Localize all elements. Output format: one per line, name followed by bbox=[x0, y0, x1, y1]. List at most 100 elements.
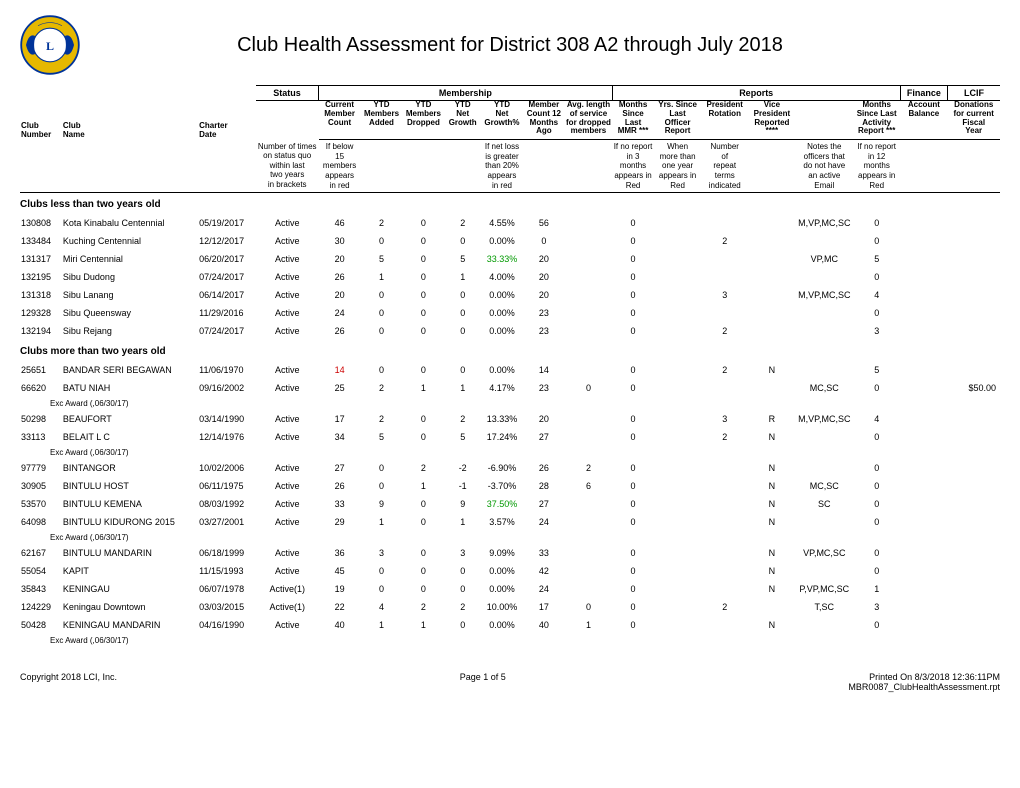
hdr-yrs-officer: Yrs. SinceLastOfficerReport bbox=[654, 101, 701, 137]
cell-avg-service bbox=[565, 580, 612, 598]
cell-ytd-added: 2 bbox=[361, 214, 403, 232]
cell-member-count: 30 bbox=[319, 232, 361, 250]
cell-member-12: 23 bbox=[523, 379, 565, 397]
cell-member-count: 29 bbox=[319, 513, 361, 531]
table-row: 50298BEAUFORT03/14/1990Active1720213.33%… bbox=[20, 410, 1000, 428]
cell-ytd-dropped: 1 bbox=[402, 616, 444, 634]
hdr-vp-reported: VicePresidentReported**** bbox=[748, 101, 795, 137]
cell-vp: R bbox=[748, 410, 795, 428]
cell-yrs-officer bbox=[654, 410, 701, 428]
cell-avg-service: 1 bbox=[565, 616, 612, 634]
cell-donations bbox=[947, 513, 1000, 531]
cell-yrs-officer bbox=[654, 598, 701, 616]
cell-ytd-dropped: 0 bbox=[402, 562, 444, 580]
cell-club-name: Sibu Rejang bbox=[62, 322, 198, 340]
cell-ytd-net-pct: 3.57% bbox=[481, 513, 523, 531]
cell-ytd-dropped: 0 bbox=[402, 495, 444, 513]
cell-ytd-added: 5 bbox=[361, 428, 403, 446]
cell-club-name: BELAIT L C bbox=[62, 428, 198, 446]
table-row: 124229Keningau Downtown03/03/2015Active(… bbox=[20, 598, 1000, 616]
cell-member-12: 27 bbox=[523, 495, 565, 513]
cell-ytd-dropped: 1 bbox=[402, 477, 444, 495]
cell-member-count: 19 bbox=[319, 580, 361, 598]
cell-rotation bbox=[701, 379, 748, 397]
cell-yrs-officer bbox=[654, 513, 701, 531]
cell-yrs-officer bbox=[654, 616, 701, 634]
cell-club-number: 50298 bbox=[20, 410, 62, 428]
cell-vp: N bbox=[748, 477, 795, 495]
cell-charter-date: 06/18/1999 bbox=[198, 544, 256, 562]
cell-member-count: 20 bbox=[319, 286, 361, 304]
cell-notes: VP,MC,SC bbox=[795, 544, 853, 562]
cell-donations bbox=[947, 428, 1000, 446]
cell-notes: MC,SC bbox=[795, 477, 853, 495]
hdr-ytd-net-pct: YTDNetGrowth% bbox=[481, 101, 523, 137]
cell-club-name: BEAUFORT bbox=[62, 410, 198, 428]
cell-club-name: BINTULU KIDURONG 2015 bbox=[62, 513, 198, 531]
cell-status: Active bbox=[256, 410, 319, 428]
cell-club-number: 66620 bbox=[20, 379, 62, 397]
cell-notes bbox=[795, 513, 853, 531]
cell-activity: 0 bbox=[853, 379, 900, 397]
group-membership: Membership bbox=[319, 86, 612, 101]
assessment-table: Status Membership Reports Finance LCIF C… bbox=[20, 85, 1000, 647]
cell-member-12: 20 bbox=[523, 250, 565, 268]
cell-member-count: 26 bbox=[319, 268, 361, 286]
cell-rotation: 2 bbox=[701, 598, 748, 616]
cell-ytd-net-pct: 0.00% bbox=[481, 361, 523, 379]
cell-avg-service bbox=[565, 410, 612, 428]
cell-club-name: Keningau Downtown bbox=[62, 598, 198, 616]
cell-avg-service bbox=[565, 322, 612, 340]
cell-member-count: 45 bbox=[319, 562, 361, 580]
cell-charter-date: 06/14/2017 bbox=[198, 286, 256, 304]
cell-vp bbox=[748, 304, 795, 322]
cell-activity: 0 bbox=[853, 459, 900, 477]
group-header-row: Status Membership Reports Finance LCIF bbox=[20, 86, 1000, 101]
hdr-member-12: MemberCount 12MonthsAgo bbox=[523, 101, 565, 137]
cell-rotation bbox=[701, 459, 748, 477]
cell-rotation: 2 bbox=[701, 322, 748, 340]
cell-club-name: BATU NIAH bbox=[62, 379, 198, 397]
cell-club-name: BANDAR SERI BEGAWAN bbox=[62, 361, 198, 379]
cell-vp bbox=[748, 379, 795, 397]
cell-notes bbox=[795, 428, 853, 446]
cell-vp: N bbox=[748, 459, 795, 477]
cell-status: Active bbox=[256, 268, 319, 286]
cell-status: Active(1) bbox=[256, 580, 319, 598]
cell-rotation: 2 bbox=[701, 361, 748, 379]
cell-member-count: 33 bbox=[319, 495, 361, 513]
cell-rotation: 3 bbox=[701, 286, 748, 304]
cell-donations bbox=[947, 562, 1000, 580]
cell-vp bbox=[748, 286, 795, 304]
cell-club-number: 132195 bbox=[20, 268, 62, 286]
table-row: 133484Kuching Centennial12/12/2017Active… bbox=[20, 232, 1000, 250]
cell-mmr: 0 bbox=[612, 544, 654, 562]
cell-ytd-net: 1 bbox=[444, 513, 481, 531]
cell-activity: 3 bbox=[853, 322, 900, 340]
cell-club-name: BINTANGOR bbox=[62, 459, 198, 477]
cell-mmr: 0 bbox=[612, 477, 654, 495]
cell-charter-date: 03/14/1990 bbox=[198, 410, 256, 428]
cell-sub-award: Exc Award (,06/30/17) bbox=[20, 634, 1000, 647]
cell-member-count: 40 bbox=[319, 616, 361, 634]
cell-status: Active bbox=[256, 562, 319, 580]
table-row: 97779BINTANGOR10/02/2006Active2702-2-6.9… bbox=[20, 459, 1000, 477]
table-row: 35843KENINGAU06/07/1978Active(1)190000.0… bbox=[20, 580, 1000, 598]
cell-notes: M,VP,MC,SC bbox=[795, 410, 853, 428]
cell-ytd-net-pct: 0.00% bbox=[481, 232, 523, 250]
cell-rotation: 2 bbox=[701, 428, 748, 446]
cell-member-12: 28 bbox=[523, 477, 565, 495]
table-sub-row: Exc Award (,06/30/17) bbox=[20, 446, 1000, 459]
cell-donations bbox=[947, 322, 1000, 340]
cell-yrs-officer bbox=[654, 459, 701, 477]
cell-ytd-net-pct: 13.33% bbox=[481, 410, 523, 428]
cell-ytd-added: 0 bbox=[361, 361, 403, 379]
cell-avg-service: 6 bbox=[565, 477, 612, 495]
cell-member-count: 26 bbox=[319, 477, 361, 495]
cell-rotation bbox=[701, 268, 748, 286]
cell-avg-service bbox=[565, 232, 612, 250]
cell-mmr: 0 bbox=[612, 232, 654, 250]
cell-status: Active bbox=[256, 214, 319, 232]
cell-rotation bbox=[701, 513, 748, 531]
hdr-current-count: CurrentMemberCount bbox=[319, 101, 361, 137]
